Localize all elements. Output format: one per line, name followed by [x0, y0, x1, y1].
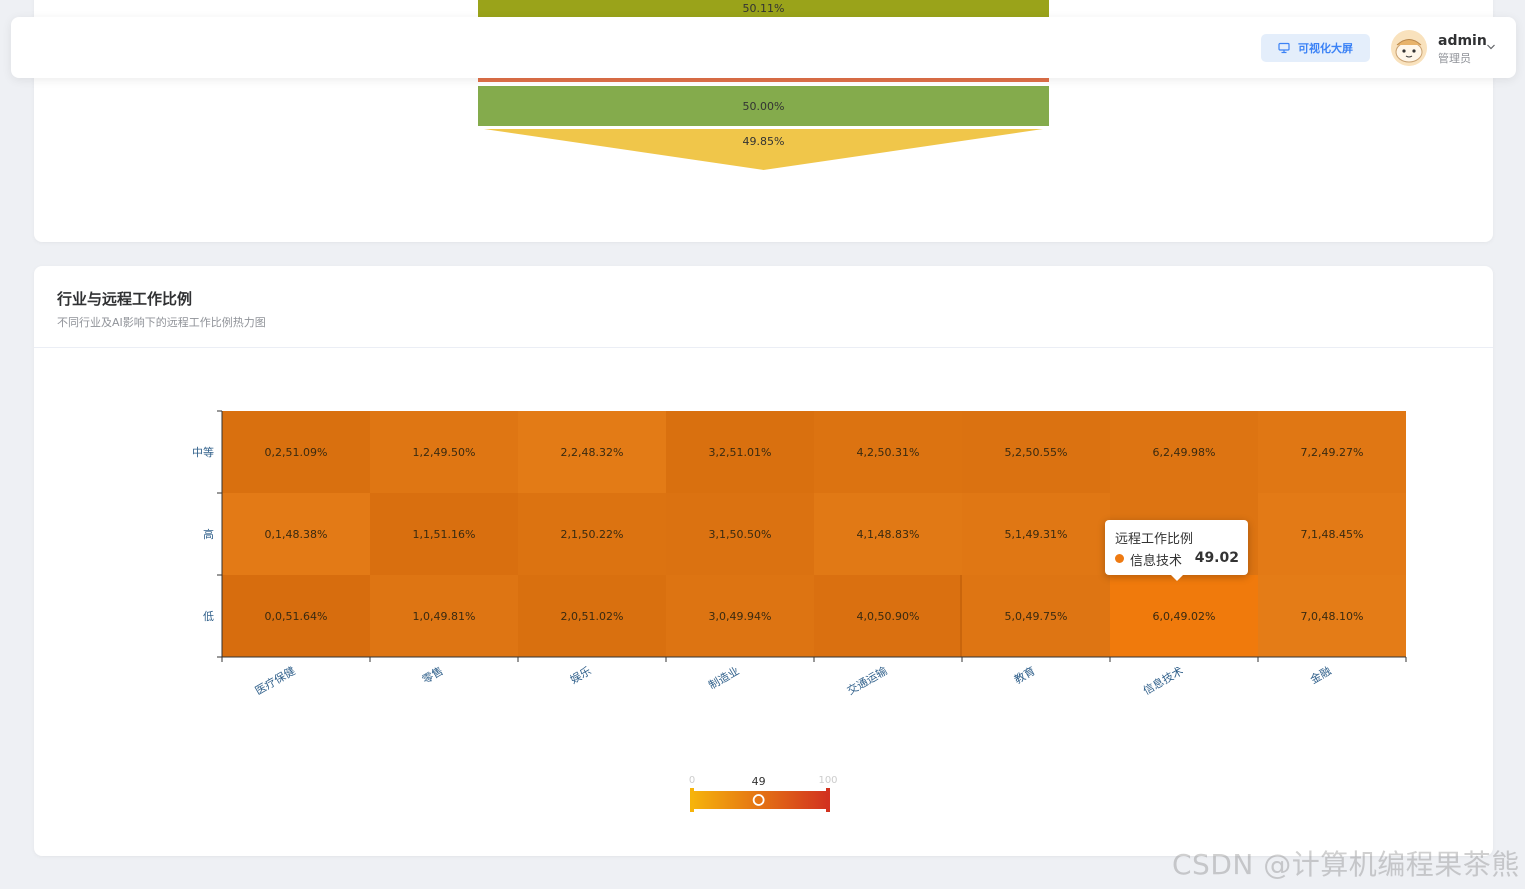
y-tick-label: 中等 [192, 445, 214, 459]
heatmap-cell [962, 575, 1110, 657]
card-divider [34, 347, 1493, 348]
heatmap-cell [962, 493, 1110, 575]
bigscreen-button[interactable]: 可视化大屏 [1261, 34, 1370, 62]
cell-label: 0,0,51.64% [265, 610, 328, 623]
x-tick-label: 娱乐 [567, 663, 593, 686]
card-subtitle: 不同行业及AI影响下的远程工作比例热力图 [57, 316, 266, 329]
funnel-segment [484, 129, 1043, 170]
tooltip-marker [1115, 554, 1124, 563]
cell-label: 7,0,48.10% [1301, 610, 1364, 623]
cell-label: 1,0,49.81% [413, 610, 476, 623]
user-role: 管理员 [1438, 52, 1471, 65]
cell-label: 1,1,51.16% [413, 528, 476, 541]
chevron-down-icon[interactable] [1486, 42, 1496, 52]
funnel-segment [478, 86, 1049, 126]
cell-label: 5,2,50.55% [1005, 446, 1068, 459]
cell-label: 2,0,51.02% [561, 610, 624, 623]
heatmap-cell [1110, 575, 1258, 657]
cell-label: 0,2,51.09% [265, 446, 328, 459]
x-tick-label: 零售 [419, 663, 445, 686]
heatmap-cell [1258, 575, 1406, 657]
cell-label: 4,2,50.31% [857, 446, 920, 459]
heatmap-cell [1258, 411, 1406, 493]
y-tick-label: 低 [203, 610, 214, 623]
user-name: admin [1438, 33, 1487, 49]
cell-label: 6,2,49.98% [1153, 446, 1216, 459]
watermark: CSDN @计算机编程果茶熊 [1172, 848, 1520, 881]
cell-label: 2,1,50.22% [561, 528, 624, 541]
visual-map-bar [692, 791, 828, 809]
heatmap-cell [1110, 411, 1258, 493]
heatmap-cell [518, 575, 666, 657]
heatmap-cell [814, 411, 962, 493]
visual-map-min-label: 0 [689, 775, 695, 786]
visual-map-handle-min [690, 788, 694, 812]
heatmap-cell [222, 575, 370, 657]
cell-label: 0,1,48.38% [265, 528, 328, 541]
visual-map-indicator [752, 794, 765, 806]
heatmap-cell [370, 493, 518, 575]
tooltip-category: 信息技术 [1130, 554, 1183, 569]
cell-label: 4,1,48.83% [857, 528, 920, 541]
heatmap-cell [1258, 493, 1406, 575]
heatmap-chart: 0,0,51.64% 0,1,48.38% 0,2,51.09% 1,0,49.81%… [192, 410, 1407, 812]
x-tick-label: 制造业 [706, 663, 742, 692]
heatmap-cell [814, 493, 962, 575]
cell-label: 6,0,49.02% [1153, 610, 1216, 623]
user-avatar-icon [1391, 30, 1427, 66]
x-tick-label: 交通运输 [844, 663, 889, 697]
heatmap-cell [814, 575, 962, 657]
cell-label: 3,0,49.94% [709, 610, 772, 623]
funnel-chart: 50.11% 50.00% 49.85% [478, 0, 1049, 170]
top-header: 可视化大屏 admin 管理员 [11, 17, 1516, 78]
cell-label: 5,0,49.75% [1005, 610, 1068, 623]
x-tick-label: 信息技术 [1140, 663, 1185, 697]
funnel-label: 50.00% [743, 100, 785, 113]
tooltip-value: 49.02 [1194, 550, 1239, 566]
cell-label: 3,2,51.01% [709, 446, 772, 459]
cell-label: 2,2,48.32% [561, 446, 624, 459]
x-tick-label: 医疗保健 [252, 663, 297, 697]
heatmap-cell [666, 411, 814, 493]
heatmap-cell [666, 493, 814, 575]
x-tick-label: 教育 [1011, 663, 1037, 686]
funnel-label: 50.11% [743, 2, 785, 15]
cell-label: 1,2,49.50% [413, 446, 476, 459]
bigscreen-label: 可视化大屏 [1298, 42, 1353, 55]
heatmap-cell [518, 493, 666, 575]
visual-map-current-label: 49 [752, 775, 766, 788]
funnel-segment [478, 78, 1049, 82]
heatmap-card: 行业与远程工作比例 不同行业及AI影响下的远程工作比例热力图 0,0,51.64… [34, 266, 1493, 856]
cell-label: 7,2,49.27% [1301, 446, 1364, 459]
heatmap-cell [370, 411, 518, 493]
monitor-icon [1278, 42, 1290, 54]
heatmap-cell [222, 493, 370, 575]
y-tick-label: 高 [203, 527, 214, 541]
tooltip-title: 远程工作比例 [1115, 532, 1194, 547]
heatmap-cell [222, 411, 370, 493]
visual-map-handle-max [826, 788, 830, 812]
avatar[interactable] [1391, 30, 1427, 66]
heatmap-cell [518, 411, 666, 493]
cell-label: 3,1,50.50% [709, 528, 772, 541]
x-tick-label: 金融 [1307, 663, 1333, 686]
cell-label: 7,1,48.45% [1301, 528, 1364, 541]
cell-label: 4,0,50.90% [857, 610, 920, 623]
heatmap-cell [370, 575, 518, 657]
visual-map-max-label: 100 [818, 775, 837, 786]
cell-label: 5,1,49.31% [1005, 528, 1068, 541]
heatmap-cell [666, 575, 814, 657]
funnel-label: 49.85% [743, 135, 785, 148]
heatmap-tooltip: 远程工作比例 信息技术 49.02 [1105, 520, 1248, 581]
heatmap-cell [962, 411, 1110, 493]
card-title: 行业与远程工作比例 [57, 290, 193, 308]
